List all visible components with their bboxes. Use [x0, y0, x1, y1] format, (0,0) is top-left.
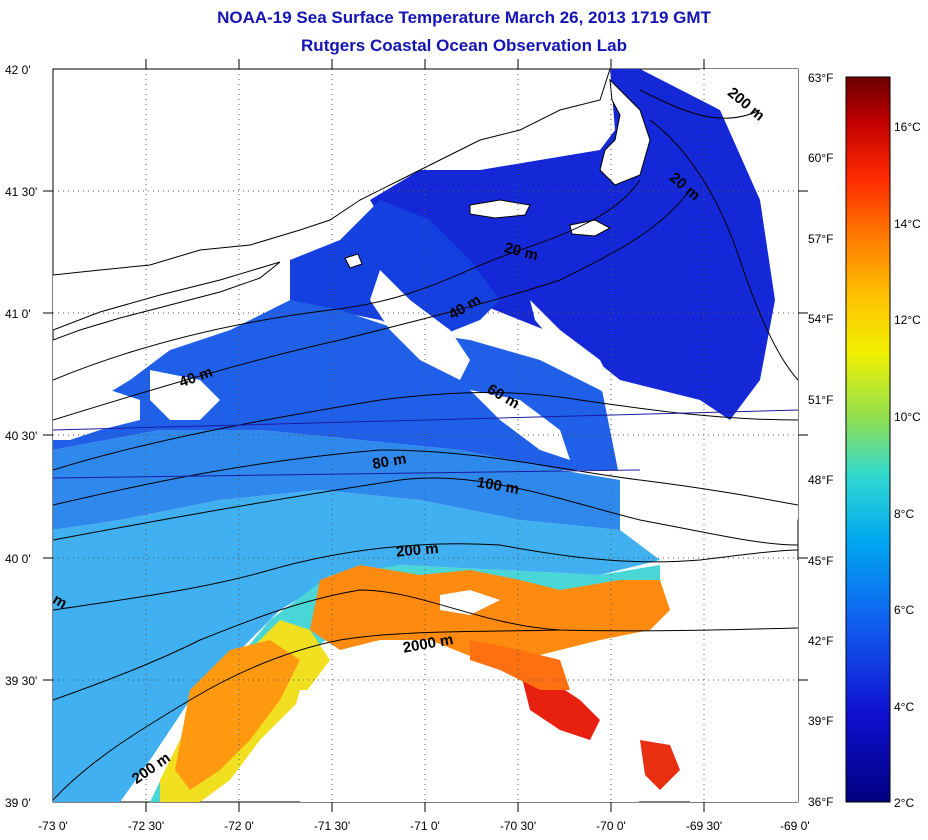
sst-warm-orange-2 [175, 640, 300, 790]
sst-cold-north-2 [290, 200, 500, 340]
f-label: 60°F [808, 151, 833, 165]
axis-ticks [43, 59, 808, 812]
land-block-island [344, 253, 363, 269]
cloud-gap-10 [700, 69, 798, 520]
cloud-gap-8 [280, 690, 640, 802]
c-label: 10°C [894, 410, 921, 424]
lon-label: -72 0' [224, 819, 254, 833]
c-label: 6°C [894, 603, 914, 617]
f-label: 63°F [808, 71, 833, 85]
land-marthas-vineyard [469, 199, 531, 219]
sst-shelf-blue [53, 300, 640, 470]
cloud-gap-6 [150, 370, 220, 420]
lat-label: 39 0' [5, 796, 31, 810]
map-subtitle: Rutgers Coastal Ocean Observation Lab [301, 36, 627, 55]
c-label: 12°C [894, 313, 921, 327]
c-label: 4°C [894, 700, 914, 714]
f-label: 39°F [808, 714, 833, 728]
c-label: 2°C [894, 796, 914, 810]
lat-label: 40 30' [5, 429, 37, 443]
cloud-gap-2 [530, 300, 610, 380]
graticule [53, 69, 798, 802]
land-long-island [53, 261, 281, 341]
sst-cold-north [370, 69, 775, 420]
f-label: 57°F [808, 232, 833, 246]
sst-midshelf [53, 430, 620, 530]
fahrenheit-labels: 63°F 60°F 57°F 54°F 51°F 48°F 45°F 42°F … [808, 71, 833, 809]
c-label: 8°C [894, 507, 914, 521]
f-label: 54°F [808, 312, 833, 326]
sst-field [53, 69, 798, 802]
f-label: 51°F [808, 393, 833, 407]
lon-label: -71 30' [314, 819, 350, 833]
lon-label: -72 30' [128, 819, 164, 833]
f-label: 45°F [808, 554, 833, 568]
cloud-gap-9 [670, 560, 798, 802]
cloud-gap-4 [470, 390, 570, 460]
land-long-island-ct [53, 69, 611, 276]
latitude-labels: 42 0' 41 30' 41 0' 40 30' 40 0' 39 30' 3… [5, 63, 37, 810]
cloud-gap-7 [53, 240, 290, 380]
f-label: 48°F [808, 473, 833, 487]
lon-label: -69 0' [780, 819, 810, 833]
lat-label: 41 30' [5, 185, 37, 199]
isobath-label-80m: 80 m [371, 450, 408, 473]
cloud-gap-5 [53, 380, 140, 440]
lon-label: -69 30' [686, 819, 722, 833]
sst-warm-orange [310, 565, 670, 660]
lat-label: 39 30' [5, 674, 37, 688]
longitude-labels: -73 0' -72 30' -72 0' -71 30' -71 0' -70… [38, 819, 809, 833]
land-cape-cod [599, 78, 651, 186]
lon-label: -70 30' [500, 819, 536, 833]
isobath-lines [53, 89, 798, 801]
cloud-gap-3 [600, 380, 770, 540]
isobath-label-200m: 200 m [395, 540, 439, 561]
sst-warm-orange-3 [470, 640, 570, 690]
map-title: NOAA-19 Sea Surface Temperature March 26… [217, 8, 711, 27]
f-label: 36°F [808, 795, 833, 809]
c-label: 14°C [894, 217, 921, 231]
temperature-colorbar [845, 76, 891, 803]
lat-label: 42 0' [5, 63, 31, 77]
lat-label: 40 0' [5, 552, 31, 566]
f-label: 42°F [808, 634, 833, 648]
lon-label: -73 0' [38, 819, 68, 833]
sst-warm-red-2 [640, 740, 680, 790]
celsius-labels: 16°C 14°C 12°C 10°C 8°C 6°C 4°C 2°C [894, 120, 921, 810]
sst-outer-shelf [53, 490, 660, 802]
c-label: 16°C [894, 120, 921, 134]
lon-label: -70 0' [596, 819, 626, 833]
lat-label: 41 0' [5, 307, 31, 321]
lon-label: -71 0' [410, 819, 440, 833]
